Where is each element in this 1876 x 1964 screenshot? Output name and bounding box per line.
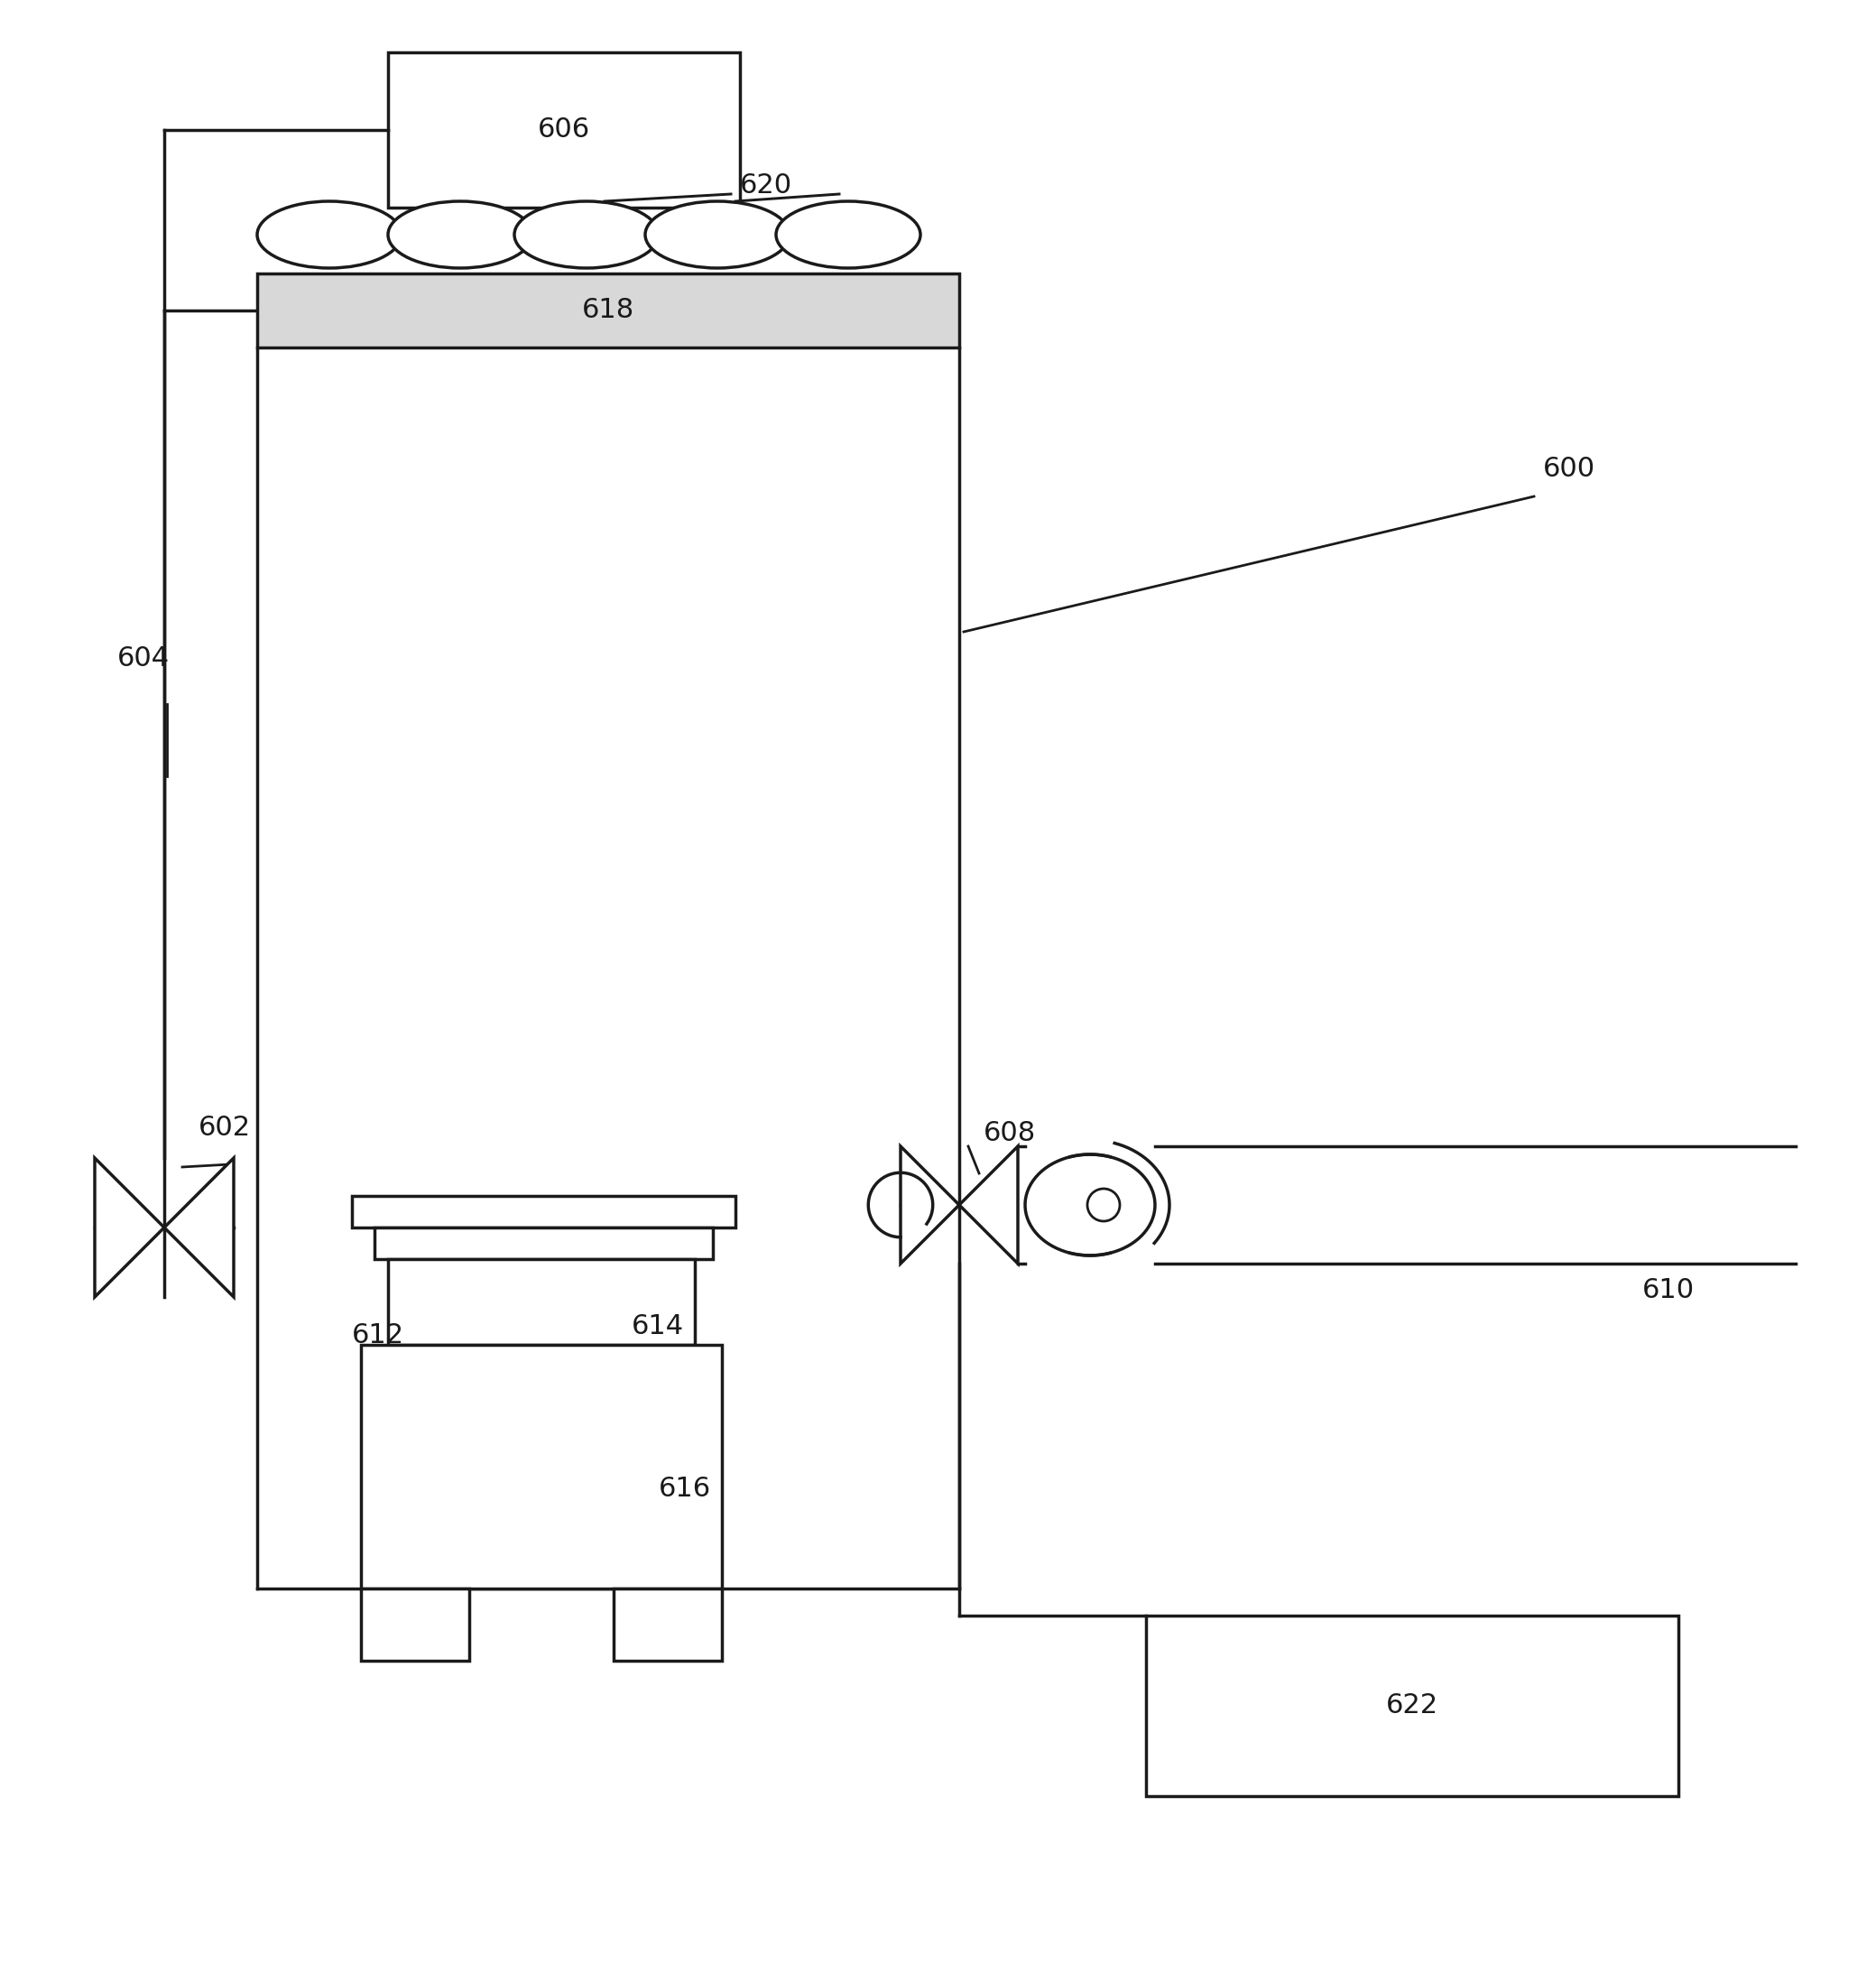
Text: 612: 612 (353, 1322, 405, 1349)
Text: 620: 620 (739, 173, 792, 198)
Text: 610: 610 (1642, 1279, 1694, 1304)
Text: 618: 618 (582, 297, 634, 324)
Polygon shape (900, 1147, 959, 1263)
Text: 606: 606 (538, 118, 591, 143)
Ellipse shape (388, 200, 533, 267)
Text: 622: 622 (1386, 1693, 1439, 1718)
Text: 604: 604 (118, 646, 169, 672)
Text: 600: 600 (1544, 456, 1595, 483)
Polygon shape (165, 1159, 234, 1296)
Bar (1146, 1616, 1679, 1797)
Text: 608: 608 (983, 1119, 1036, 1145)
Ellipse shape (645, 200, 790, 267)
Bar (613, 1589, 722, 1662)
Ellipse shape (777, 200, 921, 267)
Polygon shape (96, 1159, 165, 1296)
Bar (388, 53, 739, 208)
Text: 602: 602 (199, 1116, 251, 1141)
Text: 614: 614 (632, 1314, 685, 1339)
Bar (360, 1589, 469, 1662)
Bar (353, 1196, 735, 1228)
Bar (360, 1345, 722, 1589)
Ellipse shape (257, 200, 401, 267)
Bar (257, 273, 959, 348)
Bar (375, 1228, 713, 1259)
Bar (388, 1259, 694, 1345)
Polygon shape (959, 1147, 1019, 1263)
Text: 616: 616 (658, 1477, 711, 1502)
Ellipse shape (514, 200, 658, 267)
Circle shape (1088, 1188, 1120, 1222)
